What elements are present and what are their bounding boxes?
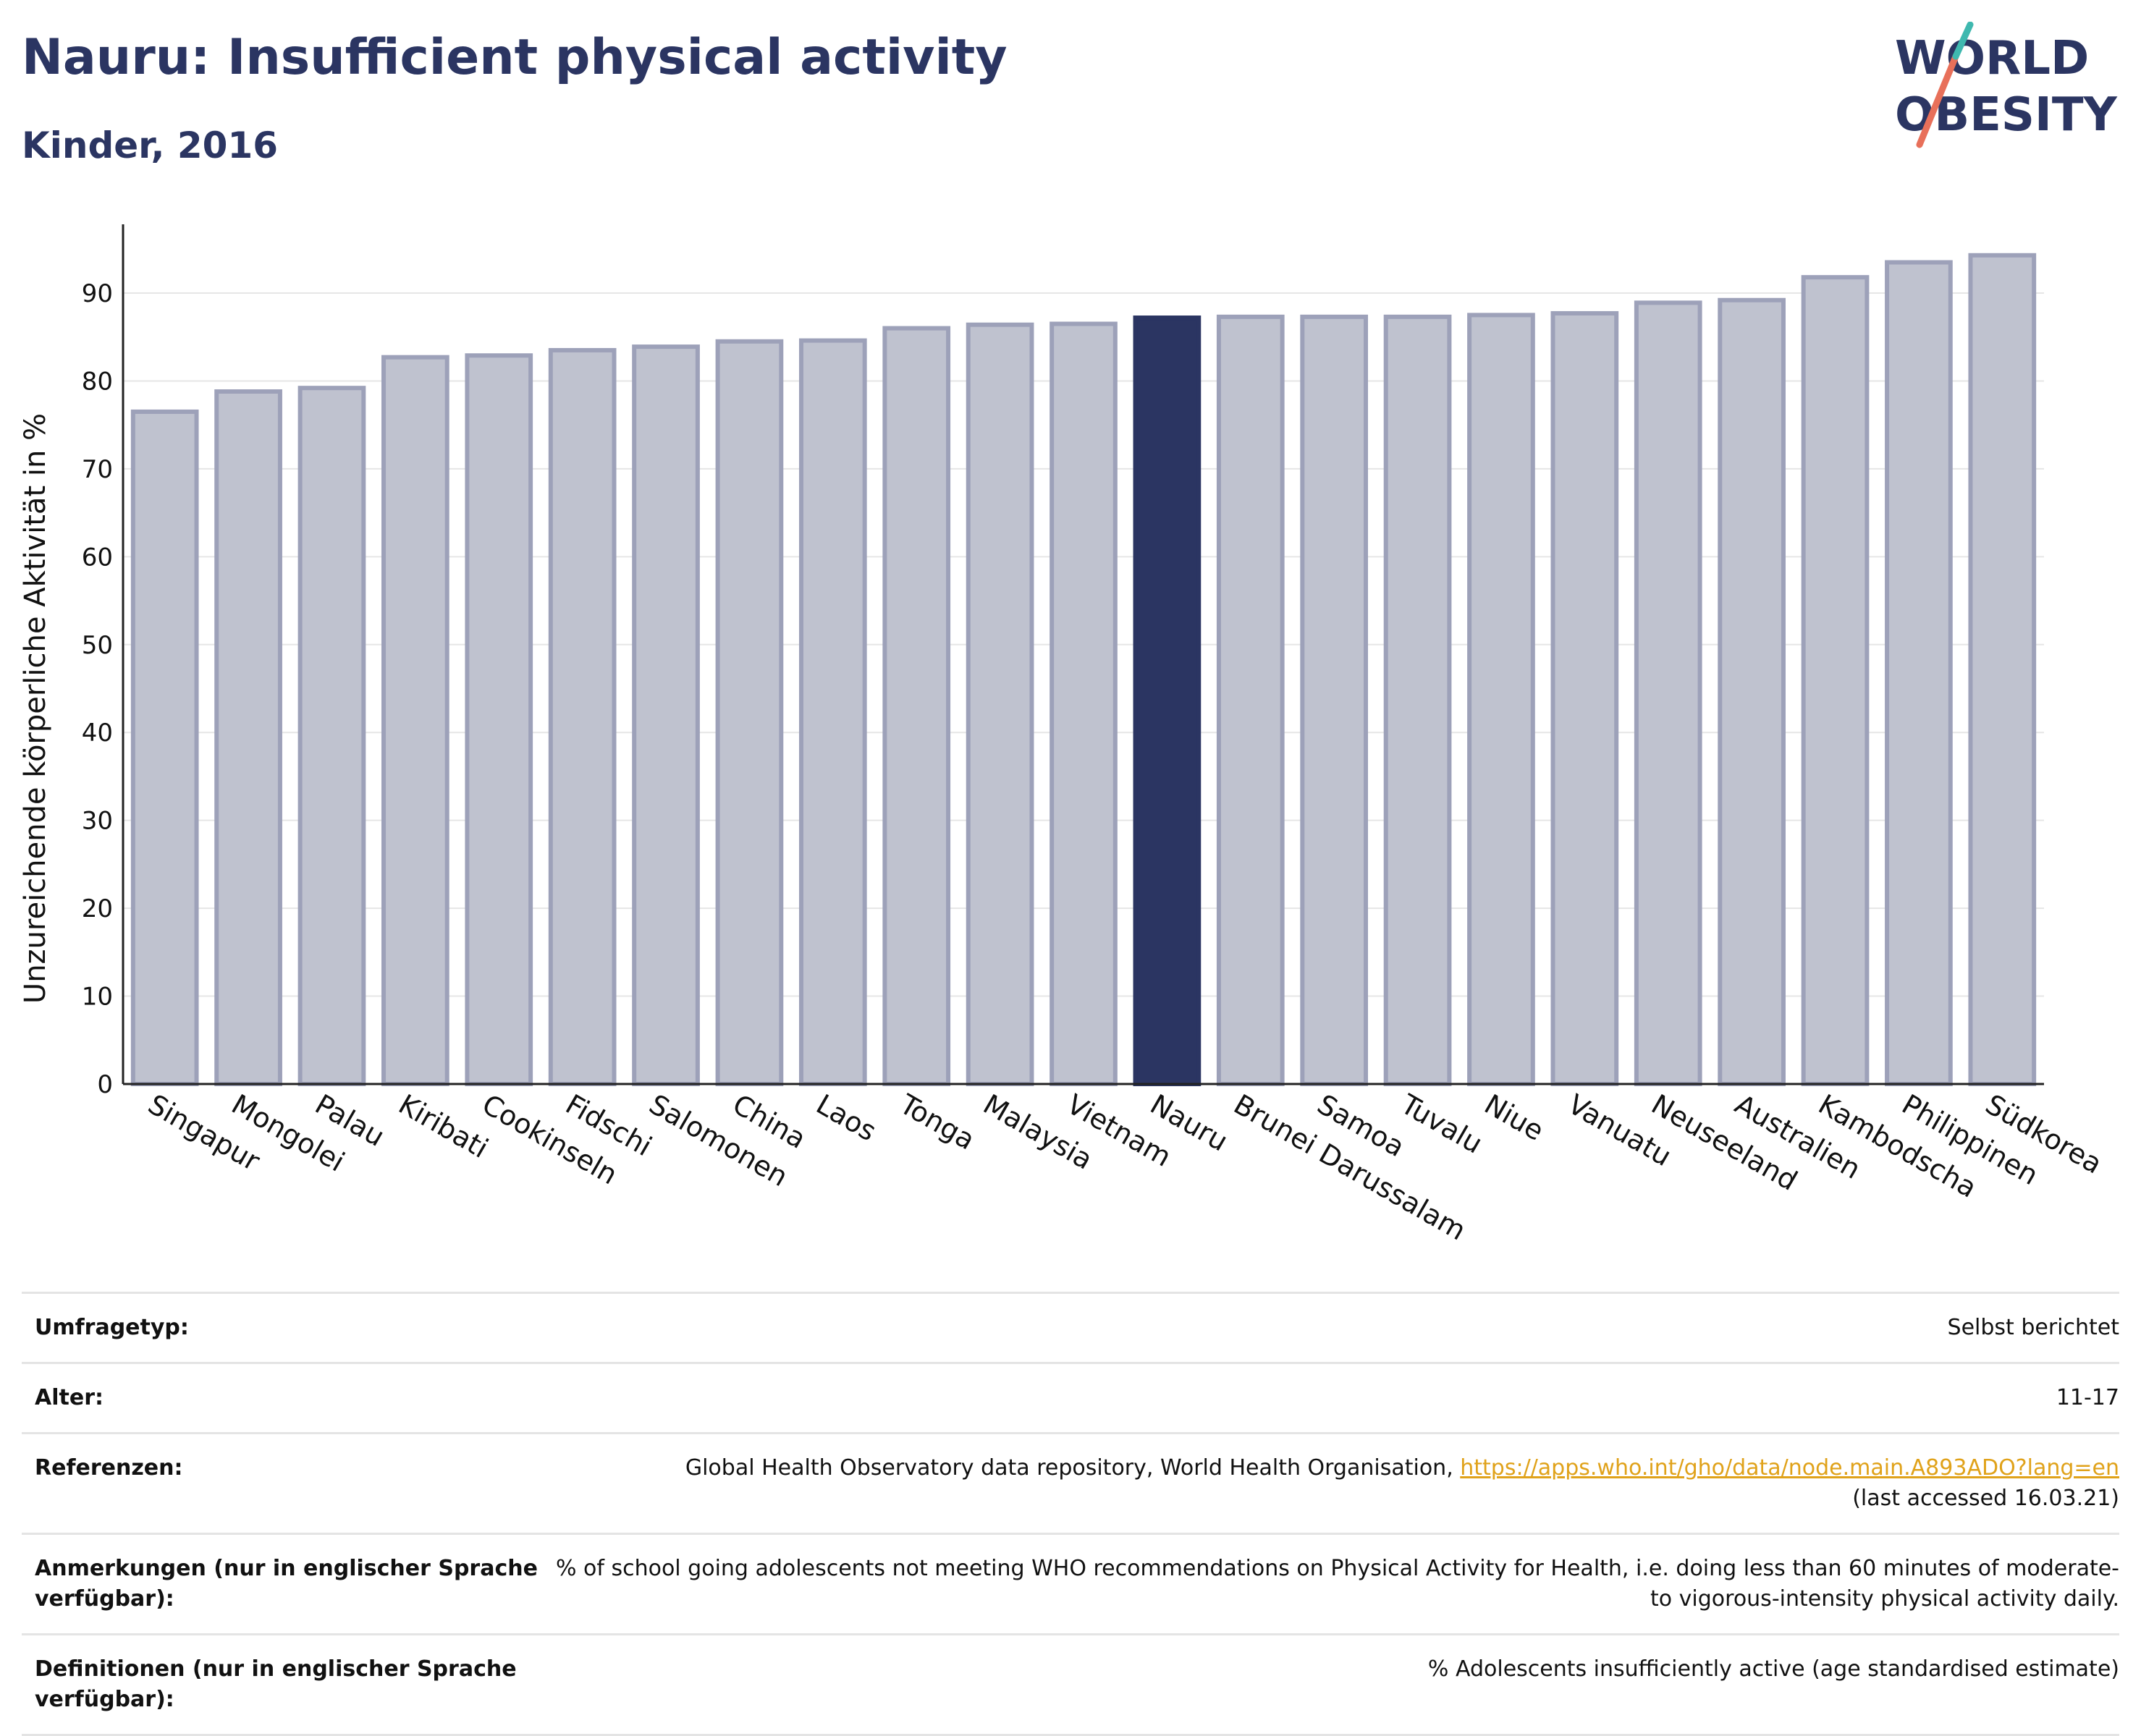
bar-cookinseln — [465, 353, 533, 1086]
world-obesity-logo: WORLD OBESITY — [1895, 22, 2117, 148]
bar-chart: 0 10 20 30 40 50 60 70 80 90 SingapurMongoleiPala… — [19, 224, 2108, 1247]
bar-nauru — [1133, 316, 1202, 1087]
bar-kambodscha — [1801, 275, 1870, 1086]
age-value: 11-17 — [541, 1362, 2119, 1434]
axes — [122, 224, 2044, 1085]
bar-neuseeland — [1634, 300, 1702, 1087]
bar-samoa — [1300, 314, 1369, 1086]
bar-mongolei — [214, 389, 282, 1086]
y-tick-label: 40 — [82, 719, 113, 748]
references-value: Global Health Observatory data repositor… — [541, 1432, 2119, 1534]
y-tick-label: 10 — [82, 983, 113, 1012]
bar-malaysia — [966, 322, 1034, 1087]
bar-kiribati — [381, 355, 449, 1086]
bar-tonga — [882, 326, 951, 1086]
bar-südkorea — [1968, 253, 2037, 1087]
y-tick-labels: 0 10 20 30 40 50 60 70 80 90 — [82, 279, 113, 1099]
logo-line1: WORLD — [1895, 32, 2089, 85]
info-row-age: Alter: 11-17 — [22, 1362, 2119, 1434]
notes-value: % of school going adolescents not meetin… — [541, 1533, 2119, 1635]
references-label: Referenzen: — [22, 1432, 541, 1534]
y-tick-label: 20 — [82, 894, 113, 923]
bar-australien — [1718, 297, 1786, 1086]
x-tick-label: Tonga — [894, 1088, 980, 1156]
age-label: Alter: — [22, 1362, 541, 1434]
references-link[interactable]: https://apps.who.int/gho/data/node.main.… — [1460, 1455, 2119, 1481]
y-tick-label: 60 — [82, 543, 113, 572]
y-tick-label: 30 — [82, 807, 113, 836]
chart-title: Nauru: Insufficient physical activity — [22, 29, 1008, 86]
x-tick-label: Laos — [811, 1088, 882, 1148]
x-tick-label: Tuvalu — [1395, 1088, 1487, 1160]
definitions-value: % Adolescents insufficiently active (age… — [541, 1633, 2119, 1736]
bar-palau — [297, 386, 366, 1086]
bar-china — [715, 339, 784, 1087]
logo-slash-upper — [1952, 22, 1974, 60]
references-text: Global Health Observatory data repositor… — [685, 1455, 1461, 1481]
x-tick-label: Niue — [1479, 1088, 1549, 1147]
bar-brunei-darussalam — [1216, 314, 1285, 1086]
x-tick-label: Kiribati — [393, 1088, 494, 1164]
bar-fidschi — [548, 347, 617, 1087]
info-row-definitions: Definitionen (nur in englischer Sprache … — [22, 1633, 2119, 1736]
survey-type-label: Umfragetyp: — [22, 1292, 541, 1363]
y-axis-label: Unzureichende körperliche Aktivität in % — [19, 413, 52, 1004]
y-tick-label: 0 — [97, 1070, 113, 1099]
survey-type-value: Selbst berichtet — [541, 1292, 2119, 1363]
y-tick-label: 90 — [82, 279, 113, 308]
info-row-notes: Anmerkungen (nur in englischer Sprache v… — [22, 1533, 2119, 1635]
bar-singapur — [130, 409, 199, 1087]
bar-laos — [798, 338, 867, 1086]
bar-vanuatu — [1550, 310, 1619, 1086]
y-tick-label: 70 — [82, 455, 113, 484]
bar-niue — [1467, 313, 1535, 1087]
logo-slash-lower — [1916, 53, 1959, 148]
bar-vietnam — [1050, 321, 1118, 1086]
chart-subtitle: Kinder, 2016 — [22, 124, 279, 166]
info-table: Umfragetyp: Selbst berichtet Alter: 11-1… — [22, 1292, 2119, 1736]
y-tick-label: 80 — [82, 367, 113, 396]
bar-salomonen — [632, 344, 700, 1087]
bar-tuvalu — [1383, 314, 1452, 1086]
references-accessed: (last accessed 16.03.21) — [1852, 1486, 2119, 1511]
info-row-references: Referenzen: Global Health Observatory da… — [22, 1432, 2119, 1534]
bars — [130, 253, 2037, 1087]
notes-label: Anmerkungen (nur in englischer Sprache v… — [22, 1533, 541, 1635]
y-tick-label: 50 — [82, 631, 113, 660]
definitions-label: Definitionen (nur in englischer Sprache … — [22, 1633, 541, 1736]
bar-philippinen — [1885, 260, 1953, 1087]
info-row-survey-type: Umfragetyp: Selbst berichtet — [22, 1292, 2119, 1363]
